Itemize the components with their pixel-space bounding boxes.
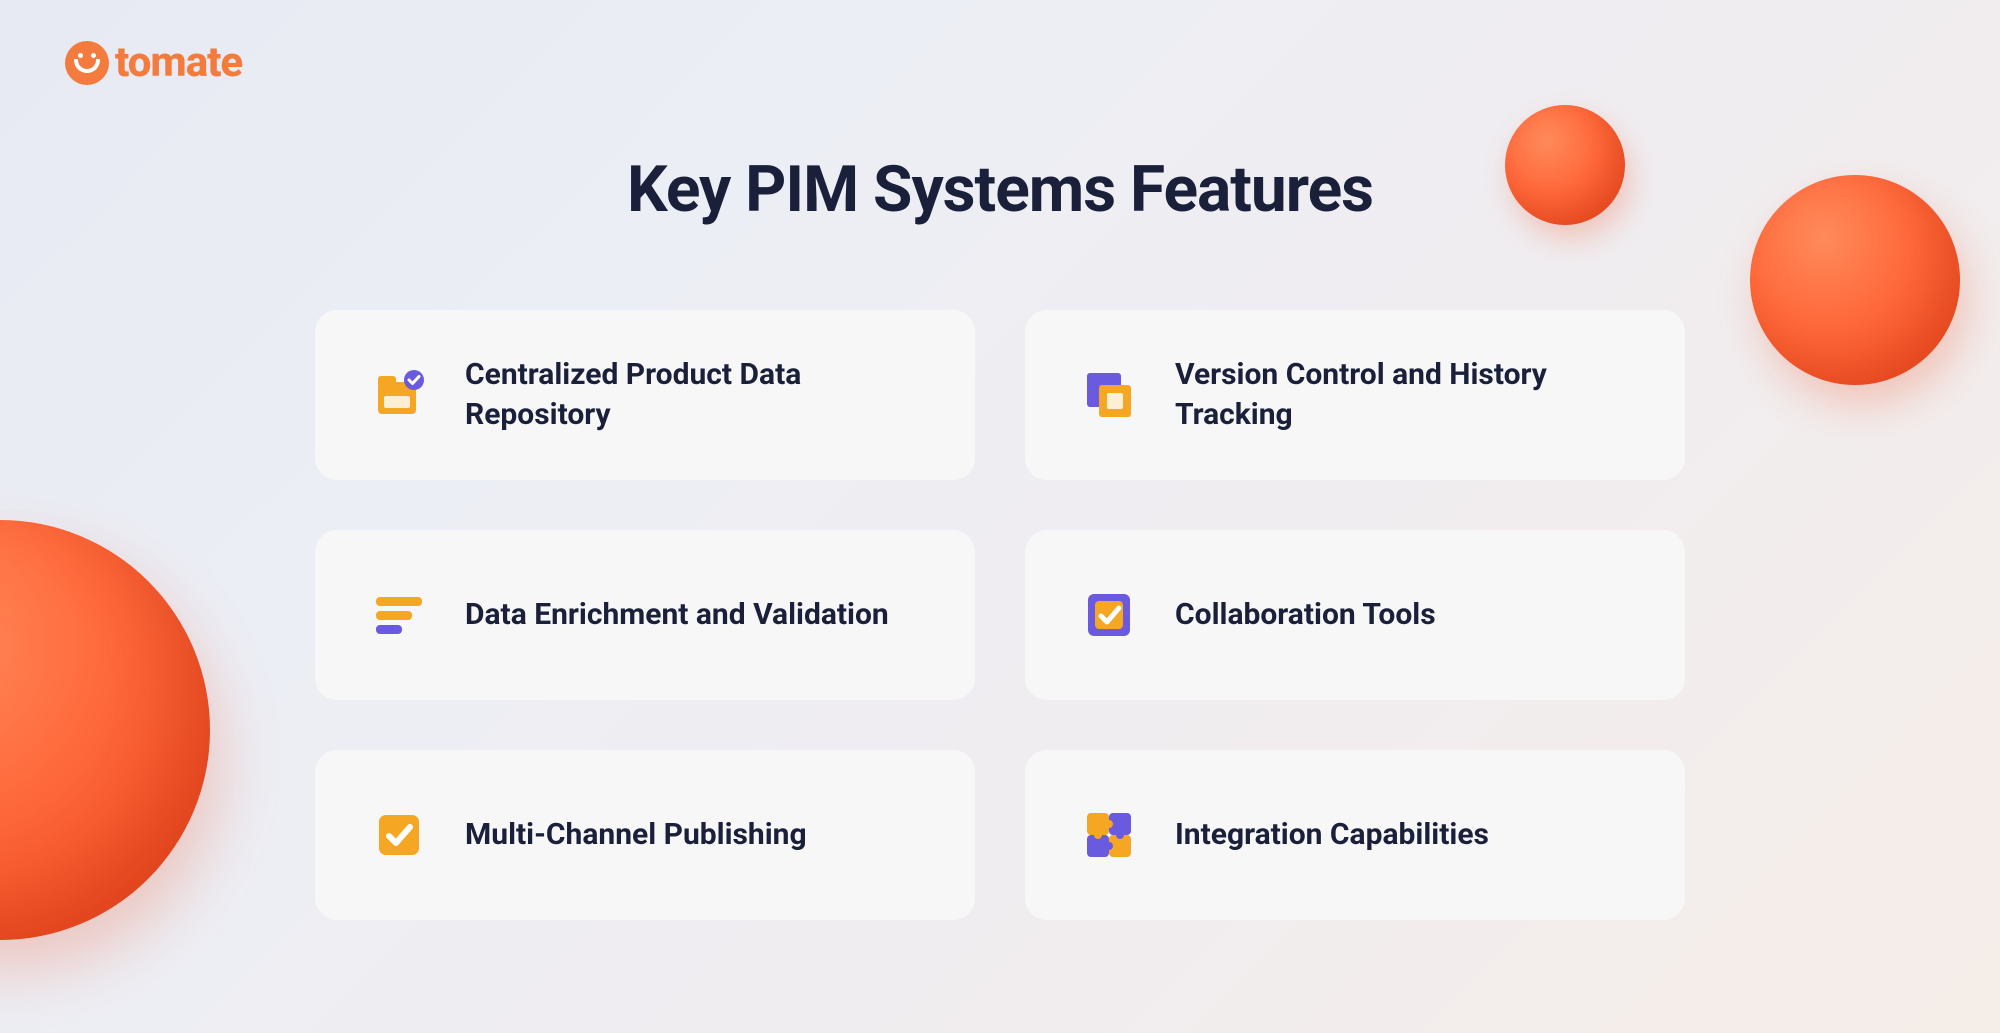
features-grid: Centralized Product Data Repository Vers… [315, 310, 1685, 920]
feature-label: Integration Capabilities [1175, 815, 1489, 856]
repository-icon [369, 365, 429, 425]
feature-label: Data Enrichment and Validation [465, 595, 889, 636]
feature-label: Collaboration Tools [1175, 595, 1436, 636]
feature-label: Centralized Product Data Repository [465, 355, 905, 436]
feature-card-enrichment: Data Enrichment and Validation [315, 530, 975, 700]
brand-logo: tomate [65, 38, 242, 87]
brand-mark-icon [65, 41, 109, 85]
collaboration-icon [1079, 585, 1139, 645]
enrichment-icon [369, 585, 429, 645]
publishing-icon [369, 805, 429, 865]
feature-card-integration: Integration Capabilities [1025, 750, 1685, 920]
integration-icon [1079, 805, 1139, 865]
feature-card-version: Version Control and History Tracking [1025, 310, 1685, 480]
brand-name: tomate [115, 38, 242, 87]
feature-card-repository: Centralized Product Data Repository [315, 310, 975, 480]
feature-label: Multi-Channel Publishing [465, 815, 807, 856]
feature-card-publishing: Multi-Channel Publishing [315, 750, 975, 920]
decorative-sphere-left [0, 520, 210, 940]
feature-label: Version Control and History Tracking [1175, 355, 1615, 436]
version-icon [1079, 365, 1139, 425]
page-title: Key PIM Systems Features [0, 152, 2000, 227]
feature-card-collaboration: Collaboration Tools [1025, 530, 1685, 700]
